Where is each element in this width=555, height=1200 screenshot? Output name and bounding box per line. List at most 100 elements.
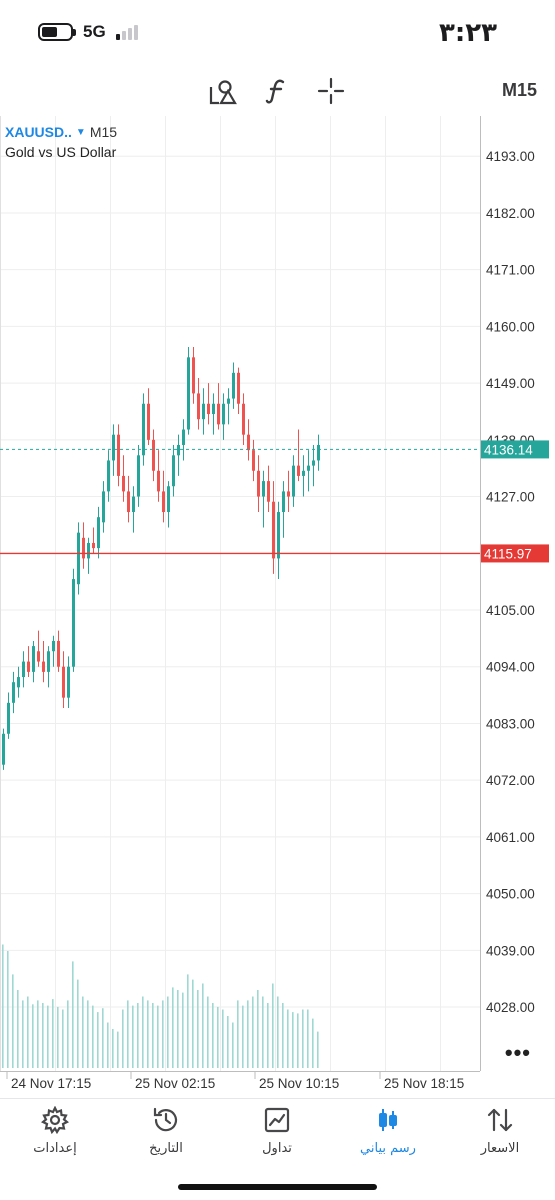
volume-bar xyxy=(142,996,144,1068)
candle-bullish xyxy=(222,403,225,425)
candle-bullish xyxy=(132,496,135,513)
candle-bullish xyxy=(32,646,35,672)
candle-bearish xyxy=(247,434,250,451)
candle-bearish xyxy=(242,403,245,435)
volume-bar xyxy=(262,996,264,1068)
nav-history[interactable]: التاريخ xyxy=(116,1105,216,1156)
symbol-dropdown-icon[interactable]: ▼ xyxy=(75,126,86,138)
volume-bar xyxy=(47,1005,49,1068)
settings-icon xyxy=(5,1105,105,1135)
volume-bar xyxy=(302,1009,304,1068)
symbol-header[interactable]: XAUUSD.. ▼ M15 xyxy=(5,124,117,140)
volume-bar xyxy=(22,1000,24,1068)
history-icon xyxy=(116,1105,216,1135)
volume-bar xyxy=(157,1005,159,1068)
indicators-icon[interactable] xyxy=(262,76,292,106)
x-tick-label: 25 Nov 18:15 xyxy=(384,1076,464,1091)
candle-bullish xyxy=(137,455,140,497)
volume-bar xyxy=(257,990,259,1068)
crosshair-icon[interactable] xyxy=(316,76,346,106)
nav-history-label: التاريخ xyxy=(149,1141,183,1156)
volume-bar xyxy=(17,990,19,1068)
candle-bearish xyxy=(237,372,240,404)
volume-bar xyxy=(97,1012,99,1068)
volume-bar xyxy=(102,1008,104,1068)
volume-bar xyxy=(192,979,194,1068)
symbol-name[interactable]: XAUUSD.. xyxy=(5,124,72,140)
timeframe-selector[interactable]: M15 xyxy=(501,80,537,100)
x-tick-label: 25 Nov 02:15 xyxy=(135,1076,215,1091)
nav-trade[interactable]: تداول xyxy=(227,1105,327,1156)
signal-icon xyxy=(115,24,138,40)
volume-bar xyxy=(292,1012,294,1068)
y-tick-label: 4105.00 xyxy=(486,603,535,618)
bid-price-tag xyxy=(481,440,549,459)
y-tick-label: 4028.00 xyxy=(486,1000,535,1015)
chart-canvas[interactable]: 4193.004182.004171.004160.004149.004138.… xyxy=(0,116,555,1100)
nav-quotes[interactable]: الاسعار xyxy=(450,1105,550,1156)
volume-bar xyxy=(317,1031,319,1068)
candle-bullish xyxy=(22,661,25,678)
candle-bullish xyxy=(167,486,170,513)
volume-bar xyxy=(87,1000,89,1068)
volume-bar xyxy=(117,1031,119,1068)
volume-bar xyxy=(242,1005,244,1068)
candle-bearish xyxy=(287,491,290,497)
candle-bullish xyxy=(2,733,5,765)
candle-bullish xyxy=(112,434,115,461)
volume-bar xyxy=(72,961,74,1068)
trade-icon xyxy=(227,1105,327,1135)
candle-bullish xyxy=(262,481,265,497)
volume-bar xyxy=(52,999,54,1068)
nav-chart[interactable]: رسم بياني xyxy=(338,1105,438,1156)
volume-bar xyxy=(112,1029,114,1068)
volume-bar xyxy=(207,996,209,1068)
volume-bar xyxy=(272,983,274,1068)
y-tick-label: 4149.00 xyxy=(486,376,535,391)
candle-bullish xyxy=(302,470,305,476)
candle-bullish xyxy=(317,444,320,461)
candle-bullish xyxy=(72,579,75,667)
volume-bar xyxy=(57,1006,59,1068)
status-time: ٣:٢٣ xyxy=(438,18,497,48)
nav-settings[interactable]: إعدادات xyxy=(5,1105,105,1156)
candle-bearish xyxy=(27,661,30,672)
volume-bar xyxy=(27,996,29,1068)
candle-bullish xyxy=(187,357,190,430)
network-type: 5G xyxy=(83,22,106,41)
bid-price-label: 4136.14 xyxy=(484,442,533,457)
candle-bullish xyxy=(67,666,70,698)
bottom-navigation: إعدادات التاريخ تداول رسم بياني xyxy=(0,1098,555,1168)
volume-bar xyxy=(12,974,14,1068)
candle-bearish xyxy=(122,475,125,492)
candle-bearish xyxy=(37,651,40,662)
candle-bearish xyxy=(197,393,200,420)
volume-bar xyxy=(127,1000,129,1068)
candle-bullish xyxy=(52,640,55,652)
candle-bearish xyxy=(92,542,95,549)
nav-trade-label: تداول xyxy=(262,1141,292,1156)
candle-bearish xyxy=(192,357,195,394)
nav-settings-label: إعدادات xyxy=(33,1141,77,1156)
candle-bullish xyxy=(232,372,235,399)
status-indicators: 5G xyxy=(38,22,138,42)
candle-bullish xyxy=(277,512,280,559)
candle-bearish xyxy=(152,439,155,471)
more-options-icon[interactable]: ••• xyxy=(504,1040,531,1065)
objects-icon[interactable] xyxy=(208,76,238,106)
candle-bullish xyxy=(212,403,215,415)
volume-bar xyxy=(172,987,174,1068)
candle-bearish xyxy=(57,640,60,667)
volume-bar xyxy=(202,983,204,1068)
y-tick-label: 4072.00 xyxy=(486,773,535,788)
volume-bar xyxy=(227,1016,229,1068)
volume-bar xyxy=(232,1022,234,1068)
y-tick-label: 4050.00 xyxy=(486,887,535,902)
volume-bar xyxy=(212,1003,214,1068)
candle-bullish xyxy=(292,465,295,497)
candle-bullish xyxy=(12,682,15,703)
nav-quotes-label: الاسعار xyxy=(480,1141,520,1156)
price-chart[interactable]: 4193.00 4182.00 4171.00 4160.00 4149.00 4138.… xyxy=(0,116,555,1100)
candle-bullish xyxy=(47,651,50,672)
volume-bar xyxy=(67,1000,69,1068)
